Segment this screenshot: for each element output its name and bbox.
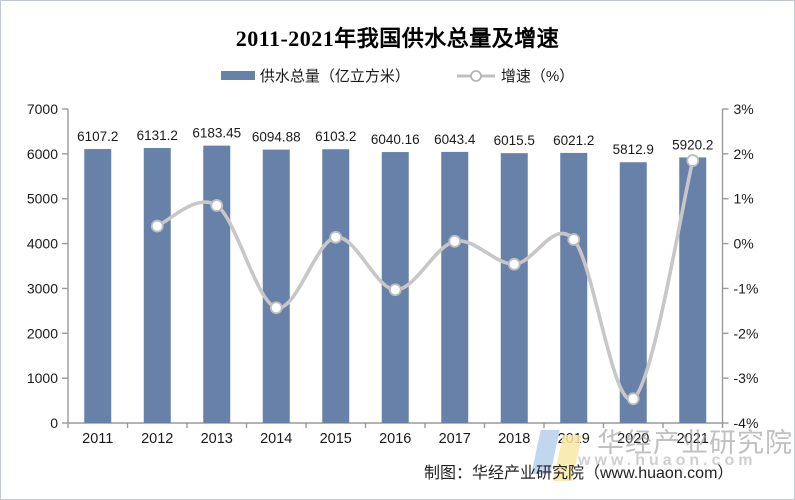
- bar-value-label: 6021.2: [553, 133, 594, 148]
- growth-line-marker: [329, 230, 343, 244]
- line-marker-swatch-icon: [456, 69, 495, 82]
- bar-value-label: 6043.4: [434, 132, 476, 147]
- growth-line: [155, 158, 695, 402]
- growth-line-marker: [686, 154, 700, 167]
- source-caption: 制图：华经产业研究院（www.huaon.com）: [424, 465, 734, 482]
- right-axis-tick-label: -3%: [734, 370, 759, 386]
- right-axis-tick-label: -1%: [734, 280, 759, 296]
- x-axis-category-label: 2012: [141, 431, 173, 447]
- legend-item-supply: 供水总量（亿立方米）: [220, 65, 410, 86]
- bar-value-label: 6183.45: [192, 126, 241, 141]
- bar: [203, 145, 231, 423]
- growth-line-marker: [269, 301, 283, 315]
- bar: [560, 152, 588, 423]
- x-axis-category-label: 2021: [677, 431, 709, 447]
- left-axis-tick-label: 5000: [27, 191, 58, 207]
- chart-title: 2011-2021年我国供水总量及增速: [235, 26, 560, 51]
- legend-label-supply: 供水总量（亿立方米）: [259, 68, 410, 85]
- bar-swatch-icon: [220, 71, 255, 80]
- bar: [84, 149, 112, 423]
- bar-value-label: 6015.5: [494, 133, 535, 148]
- left-axis-tick-label: 3000: [27, 280, 58, 296]
- left-axis-tick-label: 2000: [27, 325, 58, 341]
- legend-label-growth: 增速（%）: [500, 68, 575, 85]
- growth-line-marker: [507, 257, 521, 271]
- x-axis-category-label: 2016: [379, 431, 411, 447]
- bar: [262, 149, 290, 424]
- legend-item-growth: 增速（%）: [456, 65, 574, 86]
- growth-line-marker: [388, 283, 402, 297]
- bar-value-label: 6107.2: [77, 129, 118, 144]
- bar: [143, 147, 171, 423]
- growth-line-marker: [567, 233, 581, 246]
- x-axis-category-label: 2018: [498, 431, 530, 447]
- left-axis-tick-label: 7000: [27, 101, 58, 117]
- bar: [322, 149, 350, 423]
- bar: [500, 153, 528, 423]
- bar-value-label: 6040.16: [371, 132, 420, 147]
- right-axis-tick-label: 1%: [734, 191, 754, 207]
- x-axis-category-label: 2020: [617, 431, 649, 447]
- growth-line-marker: [210, 199, 224, 212]
- x-axis-category-label: 2015: [320, 431, 352, 447]
- right-axis-tick-label: 2%: [734, 146, 754, 162]
- bar-value-label: 6103.2: [315, 129, 356, 144]
- x-axis-category-label: 2017: [439, 431, 471, 447]
- left-axis-tick-label: 1000: [27, 370, 58, 386]
- growth-line-marker: [626, 392, 640, 406]
- right-axis-tick-label: -4%: [734, 415, 759, 431]
- right-axis-tick-label: 3%: [734, 101, 754, 117]
- bar: [441, 151, 469, 423]
- growth-line-marker: [448, 234, 462, 248]
- x-axis-category-label: 2011: [82, 431, 113, 447]
- left-axis-tick-label: 6000: [27, 146, 58, 162]
- right-axis-tick-label: -2%: [734, 325, 759, 341]
- left-axis-tick-label: 0: [50, 415, 58, 431]
- right-axis-tick-label: 0%: [734, 236, 754, 252]
- growth-line-marker: [150, 219, 164, 233]
- x-axis-category-label: 2013: [201, 431, 233, 447]
- bar-value-label: 5812.9: [613, 142, 654, 157]
- bar-value-label: 6094.88: [252, 130, 301, 145]
- x-axis-category-label: 2019: [558, 431, 590, 447]
- bar-value-label: 6131.2: [137, 128, 178, 143]
- left-axis-tick-label: 4000: [27, 236, 58, 252]
- legend: 供水总量（亿立方米） 增速（%）: [1, 65, 794, 86]
- x-axis-category-label: 2014: [260, 431, 292, 447]
- bar-value-label: 5920.2: [672, 137, 713, 152]
